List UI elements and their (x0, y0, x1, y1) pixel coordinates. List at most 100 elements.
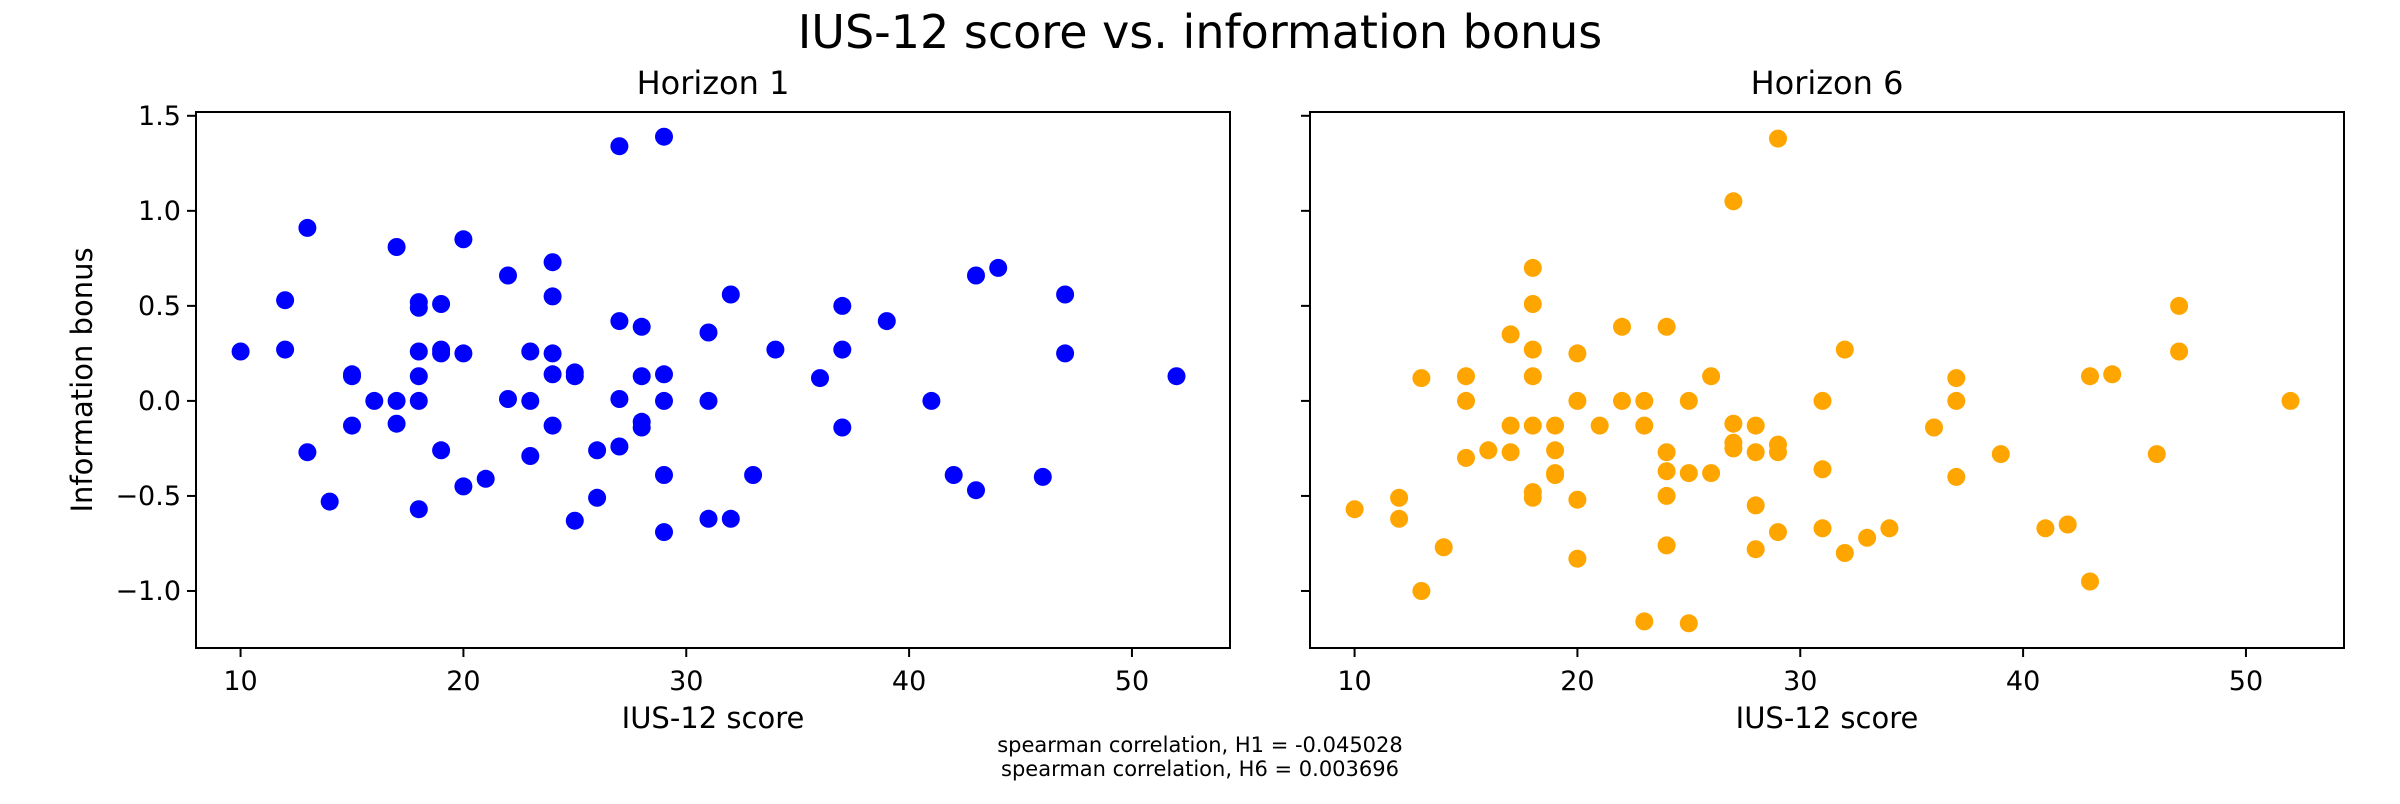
data-point (1657, 462, 1676, 481)
data-point (1568, 549, 1587, 568)
data-point (365, 391, 384, 410)
data-point (1657, 486, 1676, 505)
data-point (1746, 443, 1765, 462)
data-point (1947, 467, 1966, 486)
data-point (1501, 443, 1520, 462)
data-point (1858, 528, 1877, 547)
data-point (1390, 509, 1409, 528)
data-point (2036, 519, 2055, 538)
data-point (454, 477, 473, 496)
data-point (1501, 416, 1520, 435)
data-point (543, 253, 562, 272)
data-point (1523, 340, 1542, 359)
data-point (387, 391, 406, 410)
data-point (699, 391, 718, 410)
data-point (1501, 325, 1520, 344)
panel-2: 10 20 30 40 50 Horizon 6 IUS-12 score (1301, 64, 2345, 735)
data-point (276, 291, 295, 310)
panel-title: Horizon 6 (1751, 64, 1904, 102)
data-point (1746, 416, 1765, 435)
y-tick-label: 1.5 (138, 101, 181, 132)
data-point (811, 369, 829, 388)
y-tick-label: −1.0 (115, 576, 181, 607)
data-point (1679, 614, 1698, 633)
data-point (1746, 540, 1765, 559)
x-axis-label: IUS-12 score (1736, 701, 1919, 735)
data-point (409, 298, 428, 317)
data-point (588, 488, 607, 507)
data-point (2147, 445, 2166, 464)
data-point (1523, 295, 1542, 313)
data-point (1167, 367, 1186, 386)
data-point (1434, 538, 1453, 557)
x-tick-label: 30 (1783, 666, 1817, 697)
data-point (1880, 519, 1899, 538)
data-point (1813, 391, 1832, 410)
data-point (1769, 523, 1787, 542)
data-point (1635, 416, 1654, 435)
data-point (320, 492, 339, 511)
data-point (1568, 391, 1587, 410)
data-point (1033, 467, 1052, 486)
data-point (1657, 317, 1676, 336)
data-point (833, 418, 852, 437)
data-point (343, 367, 361, 386)
x-tick-label: 40 (892, 666, 926, 697)
data-point (1813, 460, 1832, 479)
data-point (944, 466, 963, 484)
data-point (543, 344, 562, 363)
data-point (231, 342, 250, 361)
data-point (1635, 612, 1654, 631)
data-point (499, 266, 517, 285)
data-point (1479, 441, 1498, 460)
footnote-h1: spearman correlation, H1 = -0.045028 (997, 733, 1403, 757)
data-point (1813, 519, 1832, 538)
data-point (2081, 572, 2099, 591)
data-point (610, 390, 629, 408)
data-point (655, 365, 673, 384)
data-point (632, 367, 651, 386)
data-point (387, 238, 406, 256)
data-point (476, 469, 495, 488)
data-point (521, 391, 540, 410)
x-tick-label: 40 (2006, 666, 2040, 697)
data-point (409, 391, 428, 410)
data-point (989, 258, 1008, 277)
data-point (1991, 445, 2010, 464)
data-point (1724, 439, 1743, 458)
data-point (1613, 391, 1631, 410)
data-point (543, 287, 562, 306)
panel-title: Horizon 1 (637, 64, 790, 102)
data-point (833, 340, 852, 359)
data-point (1390, 488, 1409, 507)
data-point (1657, 443, 1676, 462)
data-point (521, 447, 540, 465)
data-point (543, 365, 562, 384)
data-point (1546, 416, 1565, 435)
data-points (1345, 129, 2300, 633)
data-point (1769, 129, 1787, 148)
plot-frame (1309, 111, 2345, 649)
data-point (1702, 464, 1721, 483)
data-point (1457, 367, 1475, 386)
data-point (588, 441, 607, 460)
data-point (1546, 441, 1565, 460)
data-point (1523, 416, 1542, 435)
data-point (2058, 515, 2077, 534)
data-point (967, 266, 985, 285)
data-point (1590, 416, 1609, 435)
data-point (1457, 391, 1475, 410)
data-point (432, 344, 451, 363)
data-point (1568, 344, 1587, 363)
data-point (967, 481, 985, 500)
data-point (565, 511, 584, 530)
data-point (655, 391, 673, 410)
data-point (298, 443, 317, 462)
data-point (1613, 317, 1631, 336)
y-tick-label: 1.0 (138, 196, 181, 227)
data-point (610, 312, 629, 331)
data-point (699, 323, 718, 342)
data-point (655, 127, 673, 146)
y-tick-label: 0.5 (138, 291, 181, 322)
x-tick-label: 10 (223, 666, 257, 697)
